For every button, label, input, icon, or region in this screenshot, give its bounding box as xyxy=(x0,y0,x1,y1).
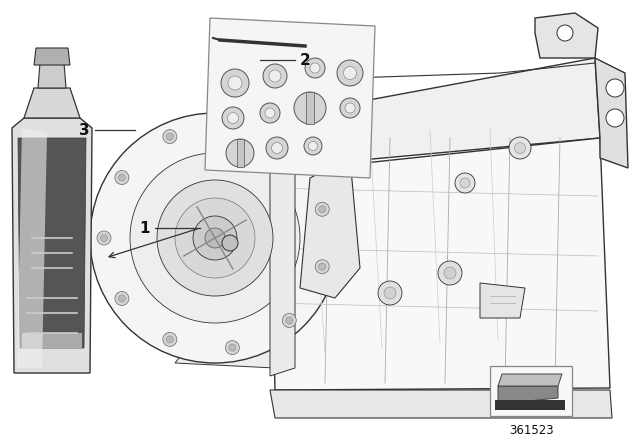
Bar xyxy=(490,366,572,416)
Circle shape xyxy=(115,292,129,306)
Circle shape xyxy=(100,234,108,241)
Circle shape xyxy=(384,287,396,299)
Circle shape xyxy=(286,152,292,159)
Text: 2: 2 xyxy=(300,52,311,68)
Circle shape xyxy=(271,142,282,154)
Circle shape xyxy=(166,133,173,140)
Circle shape xyxy=(225,340,239,355)
Circle shape xyxy=(193,216,237,260)
Circle shape xyxy=(90,113,340,363)
Text: 3: 3 xyxy=(79,122,90,138)
Bar xyxy=(306,92,314,124)
Circle shape xyxy=(345,103,355,113)
Circle shape xyxy=(282,148,296,163)
Polygon shape xyxy=(245,58,600,168)
Polygon shape xyxy=(24,88,80,118)
Circle shape xyxy=(286,317,292,324)
Circle shape xyxy=(294,92,326,124)
Circle shape xyxy=(308,142,317,151)
Circle shape xyxy=(163,332,177,346)
Text: 1: 1 xyxy=(140,220,150,236)
Circle shape xyxy=(606,109,624,127)
Circle shape xyxy=(222,235,238,251)
Circle shape xyxy=(319,206,326,213)
Circle shape xyxy=(221,69,249,97)
Circle shape xyxy=(319,263,326,270)
Polygon shape xyxy=(270,123,295,376)
Polygon shape xyxy=(12,118,92,373)
Circle shape xyxy=(266,137,288,159)
Bar xyxy=(495,400,565,410)
Circle shape xyxy=(310,63,320,73)
Polygon shape xyxy=(245,98,335,173)
Circle shape xyxy=(269,70,281,82)
Polygon shape xyxy=(535,13,598,58)
Circle shape xyxy=(222,107,244,129)
Circle shape xyxy=(557,25,573,41)
Polygon shape xyxy=(595,58,628,168)
Circle shape xyxy=(305,58,325,78)
Circle shape xyxy=(166,336,173,343)
Polygon shape xyxy=(480,283,525,318)
Circle shape xyxy=(340,98,360,118)
Circle shape xyxy=(444,267,456,279)
Circle shape xyxy=(118,295,125,302)
Polygon shape xyxy=(18,138,86,348)
Circle shape xyxy=(225,121,239,135)
Circle shape xyxy=(304,137,322,155)
Circle shape xyxy=(460,178,470,188)
Bar xyxy=(22,333,82,348)
Polygon shape xyxy=(38,63,66,88)
Circle shape xyxy=(378,281,402,305)
Polygon shape xyxy=(17,128,47,368)
Circle shape xyxy=(97,231,111,245)
Circle shape xyxy=(337,60,363,86)
Circle shape xyxy=(282,314,296,327)
Circle shape xyxy=(163,129,177,144)
Circle shape xyxy=(118,174,125,181)
Circle shape xyxy=(438,261,462,285)
Circle shape xyxy=(263,64,287,88)
Polygon shape xyxy=(498,374,562,386)
Circle shape xyxy=(455,173,475,193)
Circle shape xyxy=(228,76,242,90)
Circle shape xyxy=(606,79,624,97)
Circle shape xyxy=(205,228,225,248)
Circle shape xyxy=(175,198,255,278)
Polygon shape xyxy=(300,158,360,298)
Circle shape xyxy=(509,137,531,159)
Circle shape xyxy=(340,118,360,138)
Circle shape xyxy=(515,142,525,154)
Polygon shape xyxy=(270,390,612,418)
Circle shape xyxy=(344,66,356,79)
Circle shape xyxy=(229,125,236,132)
Polygon shape xyxy=(270,148,305,173)
Bar xyxy=(237,139,243,167)
Circle shape xyxy=(130,153,300,323)
Circle shape xyxy=(316,202,329,216)
Circle shape xyxy=(260,103,280,123)
Circle shape xyxy=(115,171,129,185)
Polygon shape xyxy=(175,333,295,368)
Polygon shape xyxy=(270,138,610,390)
Text: 361523: 361523 xyxy=(509,424,554,437)
Circle shape xyxy=(227,112,239,124)
Polygon shape xyxy=(498,386,558,404)
Polygon shape xyxy=(205,18,375,178)
Circle shape xyxy=(157,180,273,296)
Circle shape xyxy=(226,139,254,167)
Circle shape xyxy=(265,108,275,118)
Circle shape xyxy=(229,344,236,351)
Polygon shape xyxy=(34,48,70,65)
Circle shape xyxy=(316,260,329,274)
